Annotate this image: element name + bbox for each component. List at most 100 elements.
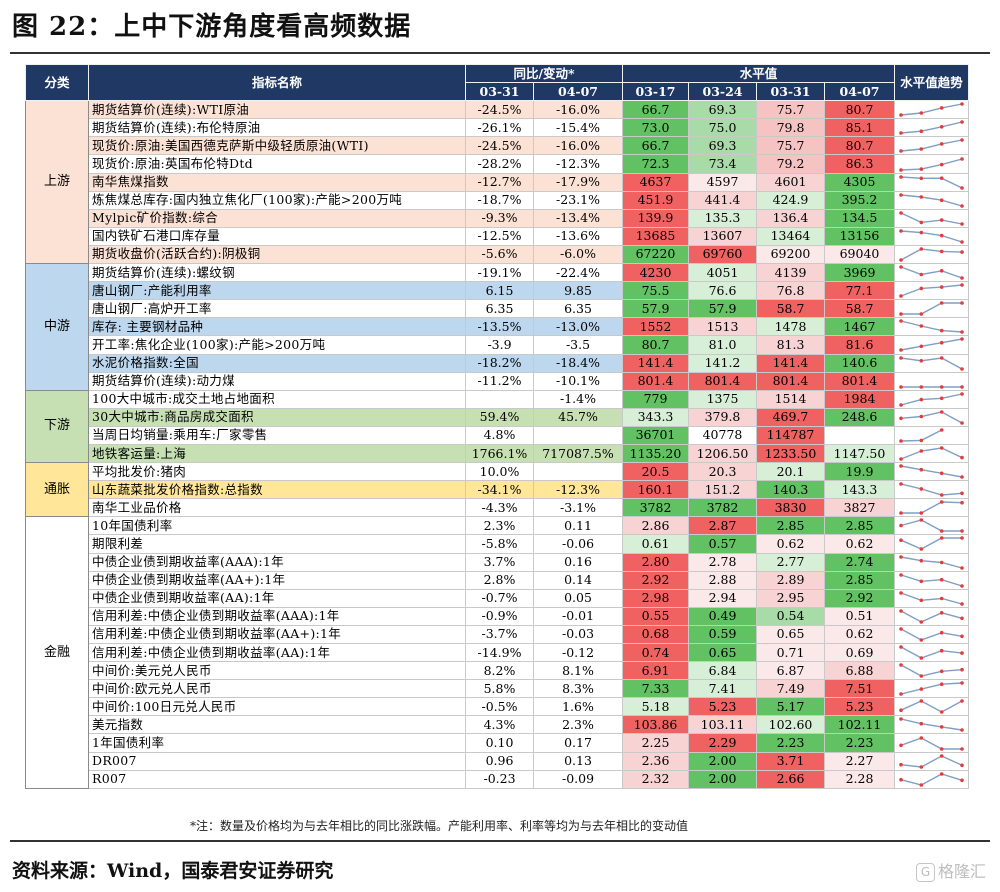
indicator-name: Mylpic矿价指数:综合 [88,208,466,228]
yoy-value: -24.5% [465,100,534,120]
table-row: 30大中城市:商品房成交面积 59.4% 45.7% 343.3 379.8 469.7 2… [26,407,969,427]
sparkline-path [900,284,963,297]
level-value: 76.8 [756,281,825,301]
level-value: 13156 [824,226,895,246]
sparkline-point [960,634,964,639]
level-value: 4230 [622,263,689,283]
sparkline-point [899,113,903,118]
yoy-value: 6.35 [465,299,534,319]
level-value: 2.80 [622,552,689,572]
indicator-name: 国内铁矿石港口库存量 [88,226,466,246]
level-value: 140.6 [824,353,895,373]
sparkline-point [919,358,924,363]
level-value: 2.74 [824,552,895,572]
indicator-name: 当周日均销量:乘用车:厂家零售 [88,425,466,445]
category-label: 金融 [25,516,89,789]
sparkline-point [899,482,903,487]
trend-sparkline [894,498,969,518]
level-value: 3969 [824,263,895,283]
level-value: 69040 [824,244,895,265]
yoy-value: 0.16 [533,552,623,572]
sparkline-point [919,558,924,563]
sparkline-chart [899,410,964,425]
sparkline-point [899,258,903,262]
level-value: 69760 [688,244,757,265]
sparkline-point [919,487,924,491]
sparkline-point [939,410,944,414]
level-value: 0.68 [622,624,689,645]
level-value: 136.4 [756,208,825,228]
table-row: 库存: 主要钢材品种 -13.5% -13.0% 1552 1513 1478 1467 [26,317,969,337]
indicator-name: 唐山钢厂:高炉开工率 [88,299,466,319]
yoy-value: 717087.5% [533,443,623,464]
table-row: 唐山钢厂:高炉开工率 6.35 6.35 57.9 57.9 58.7 58.7 [26,299,969,319]
logo-icon: G [915,863,935,882]
trend-sparkline [894,697,969,717]
yoy-value: 8.3% [533,679,623,699]
sparkline-chart [899,446,964,461]
trend-sparkline [894,425,969,445]
sparkline-point [960,728,964,733]
yoy-value: -1.4% [533,389,623,409]
sparkline-point [919,656,924,660]
sparkline-point [939,710,944,715]
sparkline-point [960,221,964,226]
level-value: 13464 [756,226,825,246]
sparkline-point [939,648,944,653]
table-row: 期限利差 -5.8% -0.06 0.61 0.57 0.62 0.62 [26,534,969,554]
sparkline-point [960,616,964,620]
level-value: 57.9 [622,299,689,319]
level-value: 103.86 [622,715,689,735]
sparkline-path [900,121,963,135]
high-frequency-data-table: 分类 指标名称 同比/变动* 水平值 水平值趋势 03-31 04-07 03-… [25,63,969,789]
header-row-1: 分类 指标名称 同比/变动* 水平值 水平值趋势 [25,63,969,102]
sparkline-chart [899,554,964,570]
sparkline-point [960,681,964,686]
sparkline-point [960,240,964,244]
level-value: 134.5 [824,208,895,228]
sparkline-point [919,579,924,583]
yoy-value: -0.7% [465,588,534,608]
sparkline-point [919,547,924,552]
sparkline-point [939,682,944,687]
indicator-name: 期货收盘价(活跃合约):阴极铜 [88,244,466,265]
level-value: 801.4 [756,371,825,391]
sparkline-point [919,312,924,317]
sparkline-point [939,142,944,147]
yoy-value: -24.5% [465,136,534,156]
sparkline-point [919,111,924,116]
watermark-logo: G 格隆汇 [915,858,986,882]
level-value: 2.00 [688,751,757,771]
header-category: 分类 [25,63,89,102]
sparkline-point [960,778,964,782]
level-value: 2.28 [824,769,895,789]
sparkline-path [900,248,963,261]
trend-sparkline [894,679,969,699]
trend-sparkline [894,136,969,156]
yoy-value: -14.9% [465,642,534,663]
sparkline-point [899,511,903,516]
trend-sparkline [894,751,969,771]
yoy-value [533,462,623,482]
indicator-name: 100大中城市:成交土地占地面积 [88,389,466,409]
level-value: 7.49 [756,679,825,699]
level-value: 85.1 [824,118,895,138]
sparkline-point [939,771,944,776]
table-row: 唐山钢厂:产能利用率 6.15 9.85 75.5 76.6 76.8 77.1 [26,281,969,301]
yoy-value: -13.5% [465,317,534,337]
sparkline-chart [899,319,964,335]
sparkline-point [939,285,944,290]
sparkline-point [919,324,924,329]
sparkline-path [900,230,963,243]
sparkline-point [939,218,944,222]
yoy-value [533,425,623,445]
trend-sparkline [894,642,969,663]
level-value: 801.4 [824,371,895,391]
sparkline-point [960,203,964,208]
yoy-value: -10.1% [533,371,623,391]
table-row: 信用利差:中债企业债到期收益率(AA):1年 -14.9% -0.12 0.74 0.6… [26,642,969,663]
sparkline-chart [899,627,964,642]
level-value: 5.23 [688,697,757,717]
indicator-name: 现货价:原油:美国西德克萨斯中级轻质原油(WTI) [88,136,466,156]
table-row: 中游 期货结算价(连续):螺纹钢 -19.1% -22.4% 4230 4051 4139 3… [25,263,969,391]
